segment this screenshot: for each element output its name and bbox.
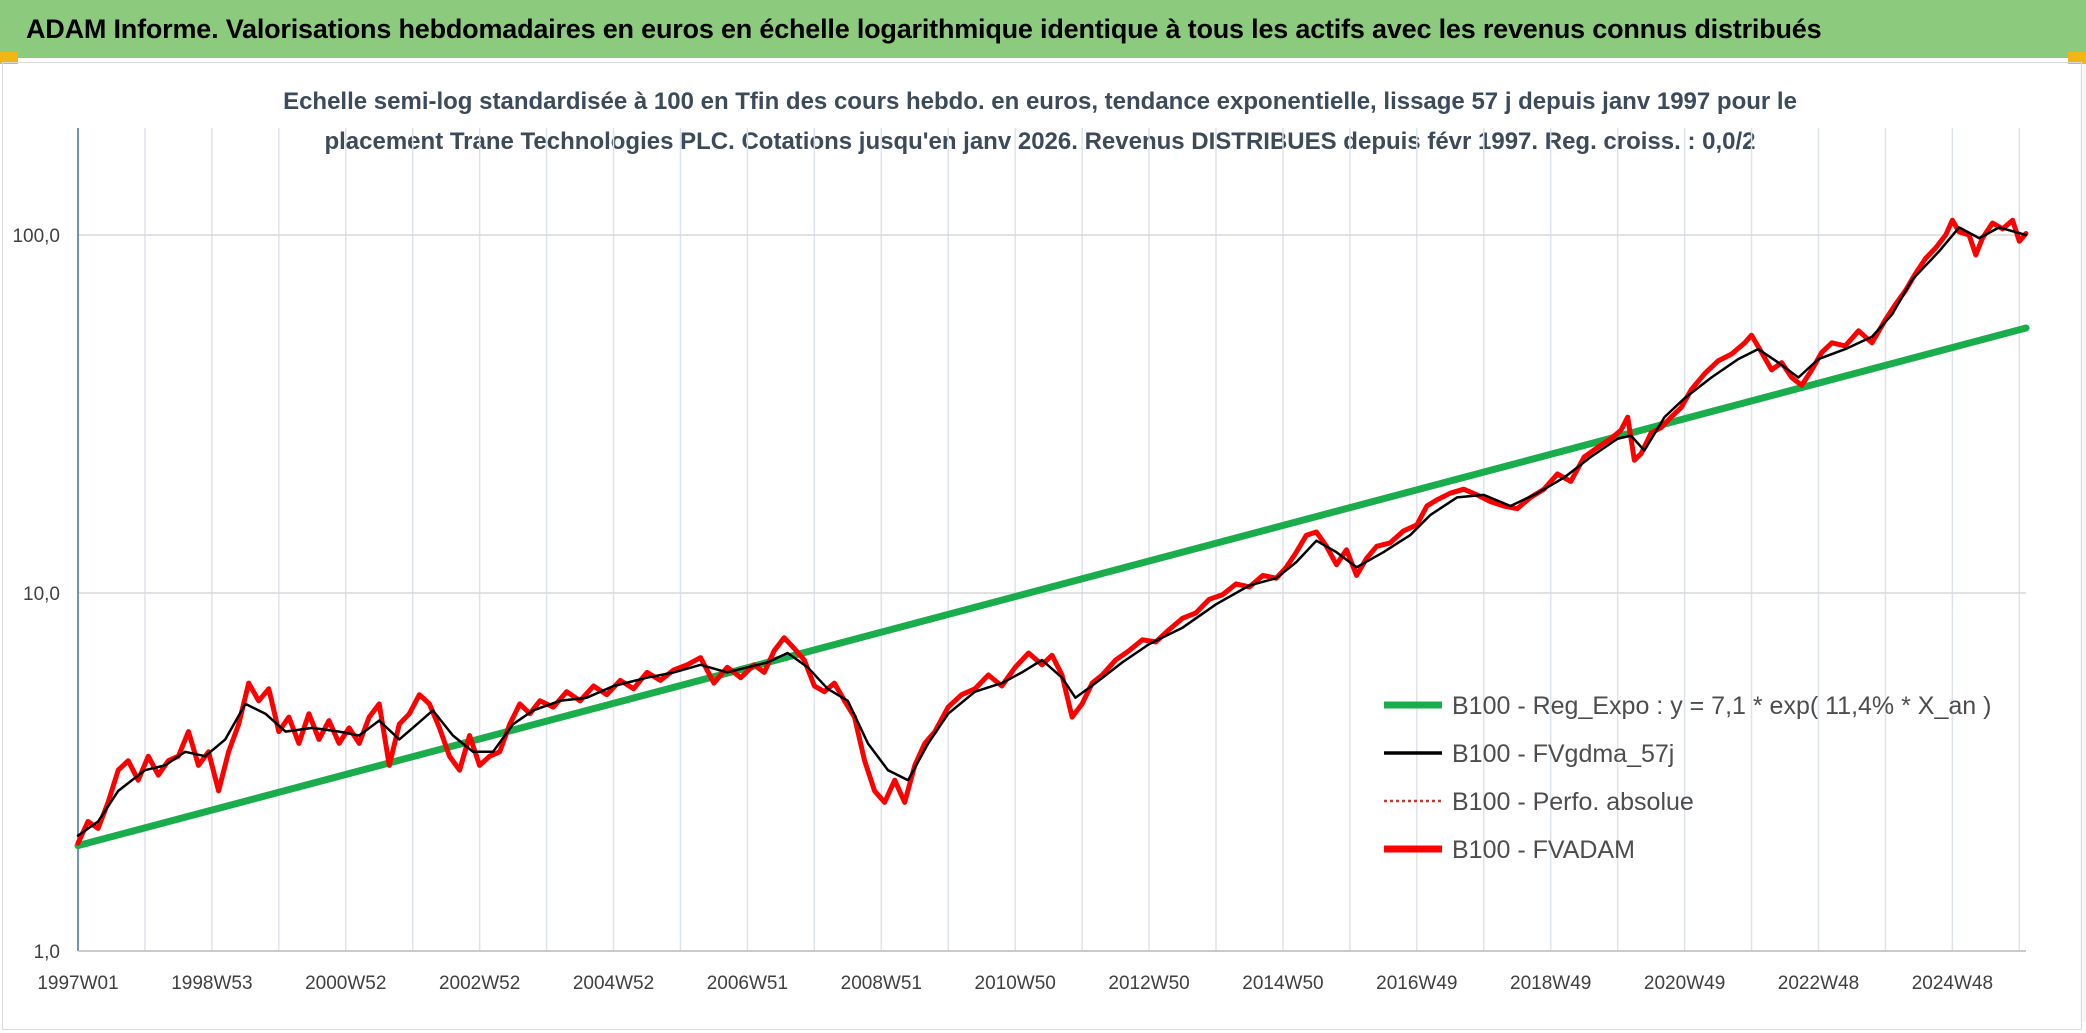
report-title: ADAM Informe. Valorisations hebdomadaire…	[26, 13, 1822, 44]
x-axis-tick-labels: 1997W01 1998W53 2000W52 2002W52 2004W52 2006W…	[37, 973, 1993, 994]
series-layer	[74, 217, 2030, 850]
y-tick-label: 100,0	[12, 226, 60, 247]
y-tick-label: 10,0	[23, 584, 60, 605]
x-tick-label: 1997W01	[37, 973, 118, 994]
x-tick-label: 1998W53	[171, 973, 252, 994]
chart-title-line-2: placement Trane Technologies PLC. Cotati…	[324, 128, 1756, 155]
legend-label: B100 - FVgdma_57j	[1452, 740, 1674, 768]
y-tick-label: 1,0	[34, 942, 60, 963]
x-tick-label: 2010W50	[975, 973, 1056, 994]
x-tick-label: 2006W51	[707, 973, 788, 994]
x-tick-label: 2024W48	[1912, 973, 1993, 994]
legend-label: B100 - Reg_Expo : y = 7,1 * exp( 11,4% *…	[1452, 692, 1991, 720]
axes	[77, 128, 2026, 952]
series-line-3	[75, 217, 2029, 846]
x-tick-label: 2012W50	[1108, 973, 1189, 994]
x-tick-label: 2008W51	[841, 973, 922, 994]
vertical-gridlines	[77, 128, 2021, 951]
x-tick-label: 2018W49	[1510, 973, 1591, 994]
chart-title-line-1: Echelle semi-log standardisée à 100 en T…	[283, 88, 1797, 115]
series-line-0	[74, 324, 2030, 850]
report-banner: ADAM Informe. Valorisations hebdomadaire…	[0, 0, 2086, 58]
x-tick-label: 2020W49	[1644, 973, 1725, 994]
legend-label: B100 - Perfo. absolue	[1452, 788, 1694, 816]
corner-marker-right	[2068, 52, 2086, 64]
x-tick-label: 2014W50	[1242, 973, 1323, 994]
y-axis-tick-labels: 1,0 10,0 100,0	[12, 226, 60, 963]
chart-frame	[2, 62, 2082, 1030]
right-edge-strip	[2080, 64, 2086, 1022]
x-tick-label: 2002W52	[439, 973, 520, 994]
corner-marker-left	[0, 52, 18, 64]
x-tick-label: 2004W52	[573, 973, 654, 994]
horizontal-gridlines	[78, 234, 2026, 952]
chart-legend: B100 - Reg_Expo : y = 7,1 * exp( 11,4% *…	[1384, 692, 1991, 864]
x-tick-label: 2000W52	[305, 973, 386, 994]
x-tick-label: 2022W48	[1778, 973, 1859, 994]
x-tick-label: 2016W49	[1376, 973, 1457, 994]
series-line-1	[76, 226, 2028, 837]
legend-label: B100 - FVADAM	[1452, 836, 1635, 864]
